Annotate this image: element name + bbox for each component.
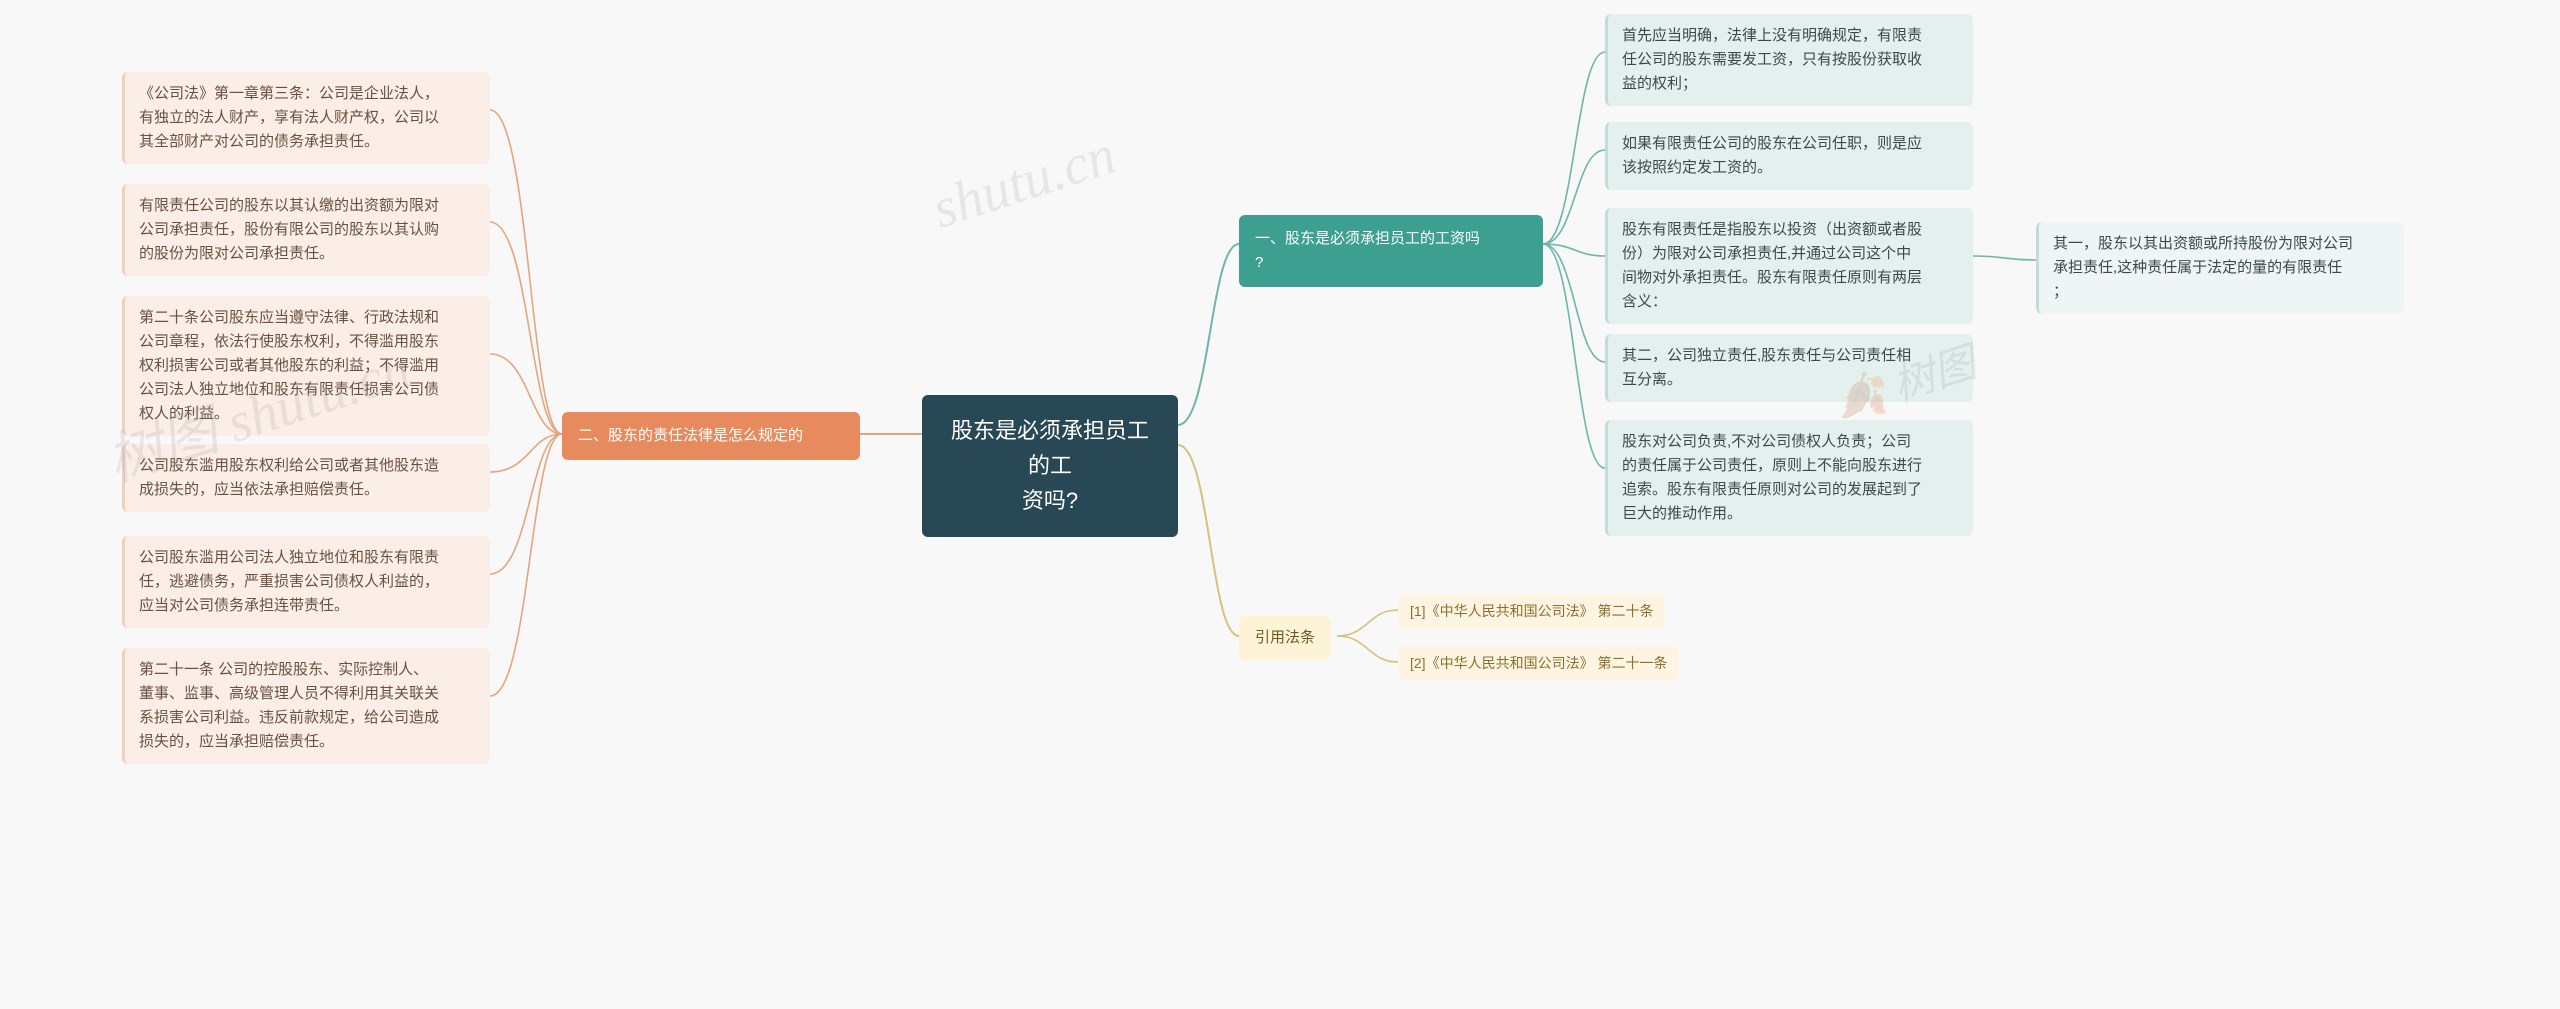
- leaf-r1c1: 首先应当明确，法律上没有明确规定，有限责 任公司的股东需要发工资，只有按股份获取…: [1605, 14, 1973, 106]
- leaf-r2c2: [2]《中华人民共和国公司法》 第二十一条: [1398, 646, 1679, 680]
- leaf-r1c5: 股东对公司负责,不对公司债权人负责；公司 的责任属于公司责任，原则上不能向股东进…: [1605, 420, 1973, 536]
- leaf-l1c2: 有限责任公司的股东以其认缴的出资额为限对 公司承担责任，股份有限公司的股东以其认…: [122, 184, 490, 276]
- root-label: 股东是必须承担员工的工 资吗?: [944, 413, 1156, 519]
- root-node[interactable]: 股东是必须承担员工的工 资吗?: [922, 395, 1178, 537]
- branch-r1[interactable]: 一、股东是必须承担员工的工资吗 ?: [1239, 215, 1543, 287]
- leaf-l1c5: 公司股东滥用公司法人独立地位和股东有限责 任，逃避债务，严重损害公司债权人利益的…: [122, 536, 490, 628]
- leaf-l1c1: 《公司法》第一章第三条：公司是企业法人， 有独立的法人财产，享有法人财产权，公司…: [122, 72, 490, 164]
- branch-r2[interactable]: 引用法条: [1239, 616, 1331, 660]
- leaf-r2c1: [1]《中华人民共和国公司法》 第二十条: [1398, 594, 1665, 628]
- leaf-l1c6: 第二十一条 公司的控股股东、实际控制人、 董事、监事、高级管理人员不得利用其关联…: [122, 648, 490, 764]
- leaf-l1c4: 公司股东滥用股东权利给公司或者其他股东造 成损失的，应当依法承担赔偿责任。: [122, 444, 490, 512]
- branch-r2-label: 引用法条: [1255, 626, 1315, 650]
- leaf-l1c3: 第二十条公司股东应当遵守法律、行政法规和 公司章程，依法行使股东权利，不得滥用股…: [122, 296, 490, 436]
- leaf-r1c3a: 其一，股东以其出资额或所持股份为限对公司 承担责任,这种责任属于法定的量的有限责…: [2036, 222, 2404, 314]
- branch-l1[interactable]: 二、股东的责任法律是怎么规定的: [562, 412, 860, 460]
- leaf-r1c4: 其二，公司独立责任,股东责任与公司责任相 互分离。: [1605, 334, 1973, 402]
- branch-l1-label: 二、股东的责任法律是怎么规定的: [578, 424, 803, 448]
- branch-r1-label: 一、股东是必须承担员工的工资吗 ?: [1255, 227, 1480, 275]
- leaf-r1c2: 如果有限责任公司的股东在公司任职，则是应 该按照约定发工资的。: [1605, 122, 1973, 190]
- leaf-r1c3[interactable]: 股东有限责任是指股东以投资（出资额或者股 份）为限对公司承担责任,并通过公司这个…: [1605, 208, 1973, 324]
